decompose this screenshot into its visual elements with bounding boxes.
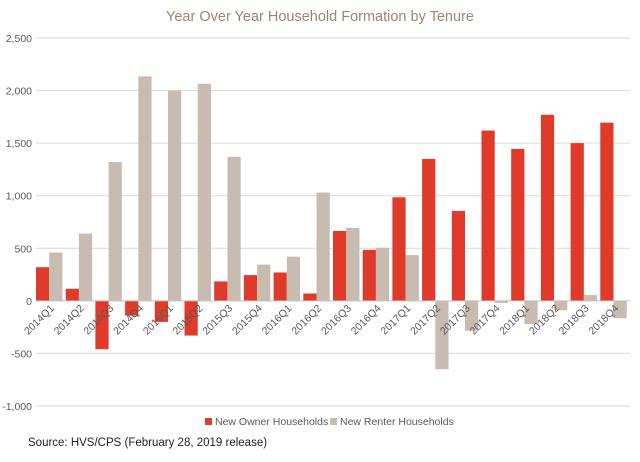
legend: New Owner Households New Renter Household…: [205, 416, 454, 428]
x-tick-label: 2016Q4: [349, 302, 384, 337]
bar-renter: [375, 247, 390, 301]
bar-renter: [257, 264, 271, 301]
bar-owner: [451, 210, 466, 301]
x-tick-label: 2016Q1: [260, 302, 295, 337]
bar-owner: [214, 281, 228, 301]
bar-renter: [168, 90, 182, 301]
bar-renter: [435, 300, 449, 370]
legend-label-renter: New Renter Households: [340, 416, 454, 428]
x-tick-label: 2016Q2: [289, 302, 324, 337]
bar-owner: [65, 288, 79, 301]
bars: [36, 76, 627, 370]
bar-owner: [422, 158, 436, 301]
bar-renter: [405, 255, 419, 301]
bar-renter: [108, 162, 122, 301]
legend-label-owner: New Owner Households: [215, 416, 328, 428]
legend-swatch-owner: [205, 418, 212, 425]
x-tick-label: 2014Q2: [52, 302, 87, 337]
legend-swatch-renter: [330, 418, 337, 425]
x-tick-label: 2015Q4: [230, 302, 265, 337]
bar-owner: [540, 114, 555, 301]
bar-owner: [273, 272, 287, 301]
bar-owner: [511, 148, 525, 301]
bar-renter: [197, 83, 211, 301]
bar-owner: [95, 300, 109, 350]
bar-renter: [583, 295, 598, 301]
x-tick-label: 2015Q3: [200, 302, 235, 337]
bar-renter: [138, 76, 152, 301]
y-tick-label: 500: [14, 243, 32, 255]
bar-owner: [303, 293, 317, 301]
bar-renter: [613, 300, 627, 319]
bar-owner: [125, 300, 139, 316]
y-axis: -1,000 -500 0 500 1,000 1,500 2,000 2,500: [2, 33, 32, 413]
bar-renter: [346, 227, 360, 301]
bar-renter: [49, 252, 63, 301]
y-tick-label: 2,000: [6, 86, 32, 98]
bar-renter: [78, 233, 93, 301]
y-tick-label: 0: [26, 296, 32, 308]
bar-renter: [554, 300, 568, 311]
bar-owner: [600, 122, 614, 301]
bar-renter: [227, 156, 241, 301]
bar-owner: [362, 249, 376, 301]
bar-owner: [570, 143, 584, 301]
bar-owner: [36, 267, 50, 301]
x-axis: 2014Q12014Q22014Q32014Q42015Q12015Q22015…: [22, 300, 630, 337]
x-tick-label: 2017Q1: [378, 302, 413, 337]
x-tick-label: 2018Q4: [586, 302, 621, 337]
y-tick-label: 2,500: [6, 33, 32, 45]
bar-owner: [243, 275, 258, 301]
bar-renter: [286, 256, 301, 301]
y-tick-label: -1,000: [2, 401, 32, 413]
bar-owner: [333, 230, 347, 301]
bar-owner: [481, 130, 495, 301]
bar-renter: [465, 300, 479, 331]
bar-owner: [154, 300, 169, 322]
x-tick-label: 2016Q3: [319, 302, 354, 337]
y-tick-label: 1,500: [6, 138, 32, 150]
chart-title: Year Over Year Household Formation by Te…: [166, 9, 474, 25]
bar-owner: [184, 300, 198, 336]
y-tick-label: 1,000: [6, 191, 32, 203]
bar-owner: [392, 197, 406, 301]
y-tick-label: -500: [11, 348, 32, 360]
bar-renter: [524, 300, 538, 324]
source-note: Source: HVS/CPS (February 28, 2019 relea…: [28, 437, 268, 449]
bar-renter: [316, 192, 330, 301]
bar-renter: [494, 300, 508, 303]
